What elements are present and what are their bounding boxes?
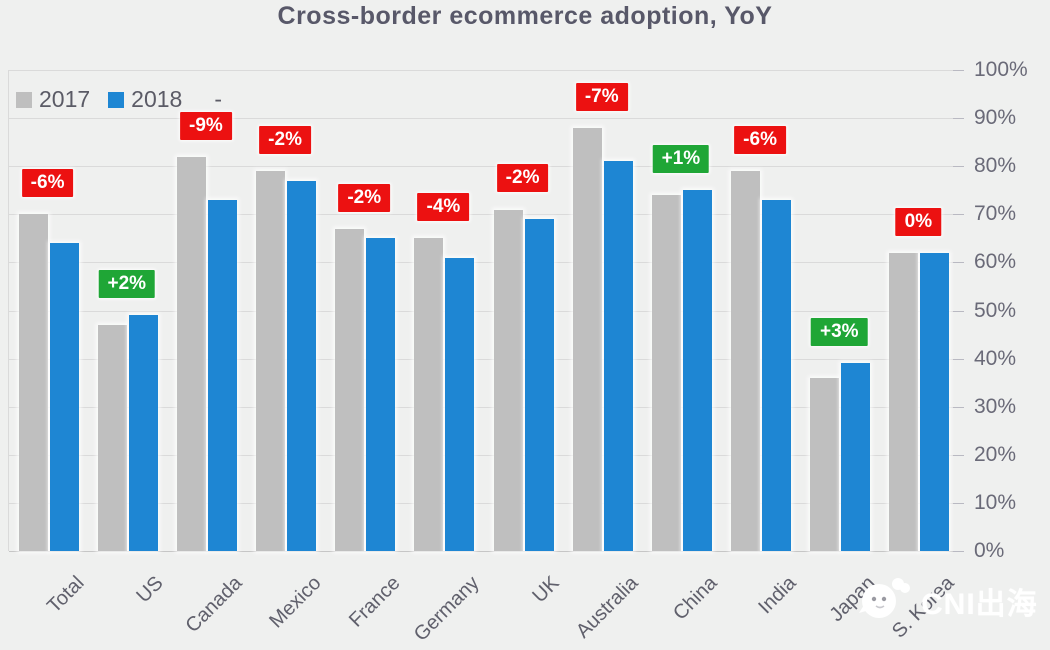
bar-2018-us	[128, 315, 158, 551]
yoy-badge-uk: -2%	[496, 164, 549, 193]
yoy-badge-india: -6%	[734, 126, 786, 154]
gridline-50%	[9, 310, 959, 312]
legend-item-2018: 2018	[108, 86, 182, 113]
bar-2017-india	[731, 171, 761, 551]
y-axis-tick	[953, 551, 964, 552]
plot-area	[8, 70, 959, 552]
gridline-10%	[9, 502, 959, 504]
bar-2017-s-korea	[889, 252, 919, 551]
bar-2017-mexico	[256, 171, 286, 551]
y-axis-label-90%: 90%	[974, 106, 1017, 130]
bar-2018-s-korea	[920, 252, 950, 551]
bar-2018-australia	[603, 161, 633, 551]
y-axis-label-60%: 60%	[974, 250, 1017, 274]
y-axis-tick	[953, 214, 964, 216]
legend-item-2017: 2017	[16, 86, 90, 113]
watermark-brand-text: CNI出海	[921, 588, 1038, 621]
legend-label-2017: 2017	[39, 86, 91, 112]
cni-mascot-logo-icon	[859, 578, 910, 618]
bar-2018-germany	[445, 257, 475, 551]
bar-2018-total	[49, 243, 79, 551]
gridline-40%	[9, 358, 959, 360]
bar-2018-japan	[841, 363, 871, 551]
bar-2018-france	[366, 238, 396, 551]
bar-2018-canada	[207, 199, 237, 551]
y-axis-tick	[953, 118, 964, 120]
y-axis-label-100%: 100%	[974, 58, 1028, 81]
y-axis-label-10%: 10%	[974, 490, 1017, 514]
yoy-badge-france: -2%	[338, 183, 391, 212]
x-axis-label-germany: Germany	[410, 572, 484, 646]
bar-2017-japan	[810, 377, 840, 551]
gridline-60%	[9, 262, 959, 264]
watermark: CNI出海	[853, 575, 1038, 627]
bar-2017-france	[335, 228, 365, 551]
bar-2017-uk	[493, 209, 523, 551]
y-axis-tick	[953, 502, 964, 504]
y-axis-tick	[953, 358, 964, 360]
legend: 2017 2018 -	[16, 86, 222, 113]
legend-extra-dash: -	[214, 86, 223, 112]
x-axis-label-australia: Australia	[571, 572, 643, 643]
y-axis-label-50%: 50%	[974, 298, 1017, 322]
x-axis-label-china: China	[668, 572, 722, 625]
gridline-30%	[9, 406, 959, 408]
y-axis-tick	[953, 70, 964, 71]
gridline-70%	[9, 214, 959, 216]
x-axis-label-us: US	[132, 572, 168, 608]
gridline-80%	[9, 166, 959, 168]
yoy-badge-us: +2%	[98, 270, 156, 299]
x-axis-label-uk: UK	[527, 572, 564, 608]
legend-swatch-2017-icon	[16, 91, 32, 108]
x-axis-label-france: France	[345, 572, 405, 632]
legend-swatch-2018-icon	[108, 91, 125, 108]
legend-label-2018: 2018	[131, 86, 183, 112]
bar-2017-germany	[414, 238, 444, 551]
x-axis-label-canada: Canada	[181, 572, 247, 638]
bar-2017-total	[18, 214, 48, 551]
y-axis-label-0%: 0%	[974, 539, 1005, 562]
yoy-badge-japan: +3%	[810, 318, 868, 347]
bar-2017-china	[651, 195, 681, 551]
gridline-0%	[9, 551, 959, 552]
bar-2017-canada	[176, 156, 206, 551]
y-axis-tick	[953, 454, 964, 456]
y-axis-label-70%: 70%	[974, 202, 1017, 226]
x-axis-label-india: India	[754, 572, 801, 619]
bar-2018-china	[682, 190, 712, 551]
y-axis-label-30%: 30%	[974, 394, 1017, 418]
gridline-20%	[9, 454, 959, 456]
yoy-badge-germany: -4%	[417, 193, 470, 222]
bar-2018-india	[762, 199, 792, 551]
y-axis-label-20%: 20%	[974, 442, 1017, 466]
x-axis-label-wrap: Total	[0, 572, 88, 650]
x-axis-label-mexico: Mexico	[265, 572, 326, 633]
gridline-100%	[9, 70, 959, 71]
yoy-badge-mexico: -2%	[259, 126, 311, 154]
chart-title: Cross-border ecommerce adoption, YoY	[277, 2, 773, 30]
yoy-badge-s-korea: 0%	[895, 207, 942, 236]
bar-2017-australia	[572, 127, 602, 551]
y-axis-tick	[953, 406, 964, 408]
bar-2018-mexico	[287, 180, 317, 551]
y-axis-tick	[953, 262, 964, 264]
y-axis-label-80%: 80%	[974, 154, 1017, 178]
y-axis-tick	[953, 310, 964, 312]
yoy-badge-australia: -7%	[575, 82, 628, 111]
gridline-90%	[9, 118, 959, 120]
yoy-badge-china: +1%	[652, 145, 710, 174]
yoy-badge-canada: -9%	[180, 111, 232, 140]
y-axis-tick	[953, 166, 964, 168]
x-axis-label-total: Total	[42, 572, 89, 618]
bar-2017-us	[97, 324, 127, 551]
y-axis-label-40%: 40%	[974, 346, 1017, 370]
yoy-badge-total: -6%	[21, 169, 74, 198]
bar-2018-uk	[524, 219, 554, 551]
